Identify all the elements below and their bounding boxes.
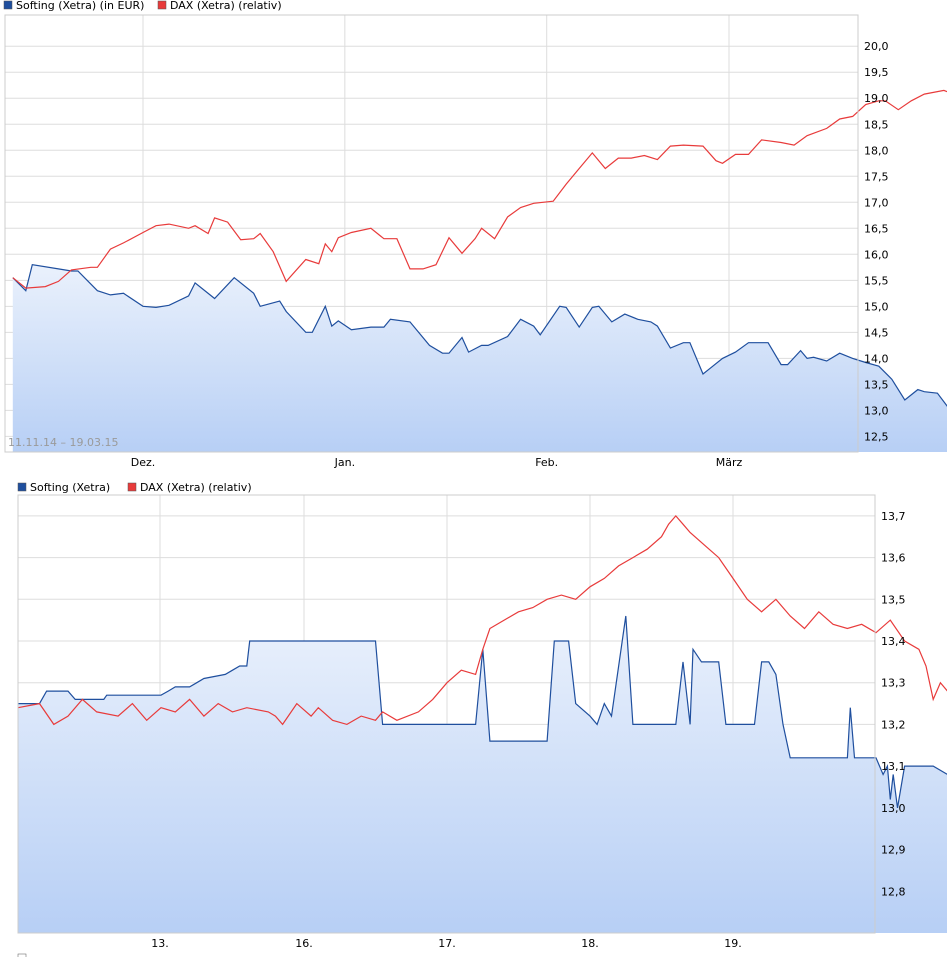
y-tick-label: 13,0 <box>864 404 889 417</box>
y-tick-label: 12,8 <box>881 885 906 898</box>
x-axis: 13. 16. 17. 18. 19. <box>151 937 742 950</box>
y-tick-label: 13,5 <box>864 378 889 391</box>
series-lines <box>12 89 947 407</box>
y-tick-label: 13,2 <box>881 718 906 731</box>
plot-border <box>17 494 876 934</box>
plot-border <box>4 14 859 453</box>
y-tick-label: 17,5 <box>864 170 889 183</box>
y-tick-label: 14,5 <box>864 326 889 339</box>
series-lines <box>17 514 947 809</box>
legend-label-softing: Softing (Xetra) <box>30 481 110 494</box>
y-tick-label: 12,9 <box>881 844 906 857</box>
legend-label-softing: Softing (Xetra) (in EUR) <box>16 0 144 12</box>
y-axis: 12,8 12,9 13,0 13,1 13,2 13,3 13,4 13,5 13,6 13,7 <box>881 510 906 898</box>
legend-swatch-dax <box>157 0 167 10</box>
chart-bottom: 12,8 12,9 13,0 13,1 13,2 13,3 13,4 13,5 13,6 13,7… <box>17 481 947 957</box>
y-tick-label: 14,0 <box>864 352 889 365</box>
series-line-dax <box>12 89 947 289</box>
date-range-label: 11.11.14 – 19.03.15 <box>8 436 118 449</box>
y-tick-label: 13,5 <box>881 593 906 606</box>
y-tick-label: 15,5 <box>864 274 889 287</box>
series-area-softing <box>18 616 947 933</box>
legend: Softing (Xetra) DAX (Xetra) (relativ) <box>17 481 252 494</box>
legend-swatch-softing <box>3 0 13 10</box>
x-tick-label: Feb. <box>535 456 558 469</box>
series-line-softing <box>18 615 947 809</box>
chart-top: 12,5 13,0 13,5 14,0 14,5 15,0 15,5 16,0 16,5 17,0… <box>3 0 947 469</box>
legend-label-dax: DAX (Xetra) (relativ) <box>140 481 252 494</box>
bottom-legend-swatch <box>17 953 27 957</box>
legend: Softing (Xetra) (in EUR) DAX (Xetra) (re… <box>3 0 282 12</box>
y-tick-label: 16,5 <box>864 222 889 235</box>
legend-swatch-softing <box>17 482 27 492</box>
y-tick-label: 13,3 <box>881 677 906 690</box>
y-tick-label: 19,0 <box>864 92 889 105</box>
y-tick-label: 18,0 <box>864 144 889 157</box>
y-tick-label: 16,0 <box>864 248 889 261</box>
y-tick-label: 13,6 <box>881 552 906 565</box>
x-tick-label: 17. <box>438 937 456 950</box>
y-tick-label: 12,5 <box>864 430 889 443</box>
y-tick-label: 17,0 <box>864 196 889 209</box>
series-area-softing <box>12 264 947 452</box>
y-tick-label: 13,0 <box>881 802 906 815</box>
softing-area <box>18 616 947 933</box>
x-tick-label: 18. <box>581 937 599 950</box>
y-tick-label: 19,5 <box>864 66 889 79</box>
softing-area <box>12 264 947 452</box>
x-tick-label: Dez. <box>131 456 156 469</box>
series-line-softing <box>12 264 947 407</box>
y-tick-label: 20,0 <box>864 40 889 53</box>
x-axis: Dez. Jan. Feb. März <box>131 456 743 469</box>
x-tick-label: 16. <box>295 937 313 950</box>
y-axis: 12,5 13,0 13,5 14,0 14,5 15,0 15,5 16,0 16,5 17,0… <box>864 40 889 443</box>
y-tick-label: 13,7 <box>881 510 906 523</box>
x-tick-label: 19. <box>724 937 742 950</box>
x-tick-label: März <box>716 456 743 469</box>
x-tick-label: Jan. <box>334 456 355 469</box>
y-tick-label: 18,5 <box>864 118 889 131</box>
legend-label-dax: DAX (Xetra) (relativ) <box>170 0 282 12</box>
y-tick-label: 15,0 <box>864 300 889 313</box>
x-tick-label: 13. <box>151 937 169 950</box>
series-line-dax <box>17 514 947 726</box>
y-tick-label: 13,1 <box>881 760 906 773</box>
y-tick-label: 13,4 <box>881 635 906 648</box>
legend-swatch-dax <box>127 482 137 492</box>
